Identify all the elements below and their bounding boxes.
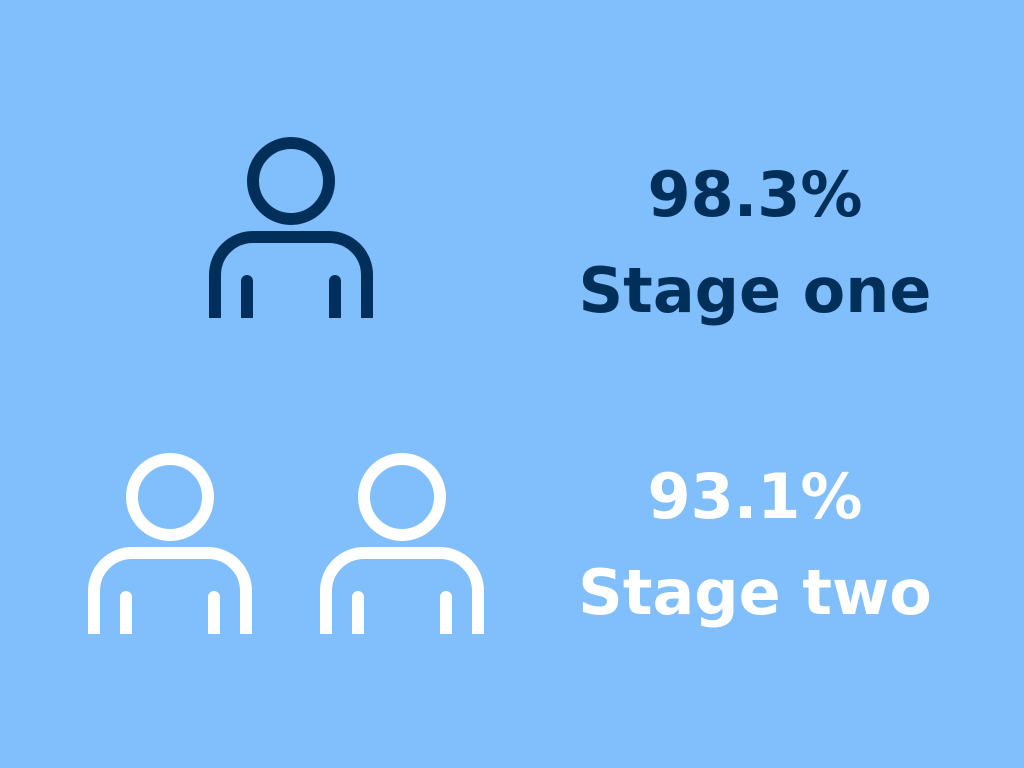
stage-two-label: Stage two [578, 556, 932, 629]
stage-one-value: 98.3% [647, 158, 863, 231]
person-icon-stage-two-left [94, 459, 246, 634]
stage-one-label: Stage one [578, 254, 932, 327]
person-icon-stage-one [215, 143, 367, 318]
stage-two-value: 93.1% [647, 460, 863, 533]
person-icon-stage-two-right [326, 459, 478, 634]
